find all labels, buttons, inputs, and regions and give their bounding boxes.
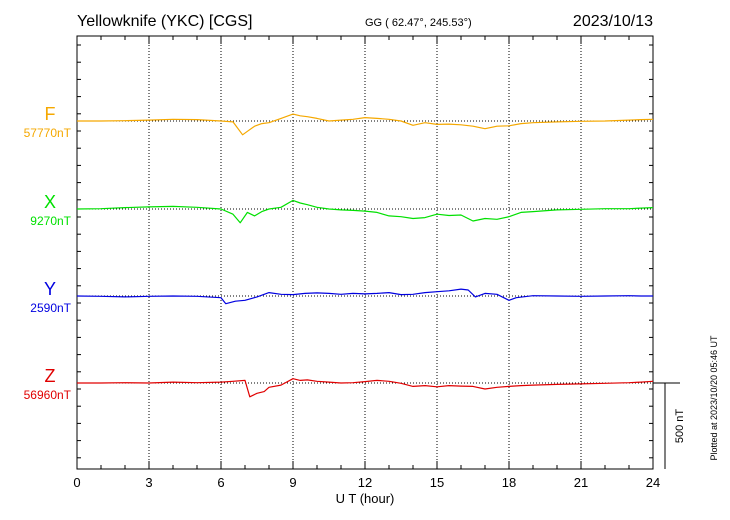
x-tick-label-18: 18	[502, 475, 516, 490]
coordinates-label: GG ( 62.47°, 245.53°)	[365, 17, 472, 29]
series-line-Y	[76, 288, 653, 305]
series-name-Z: Z	[45, 366, 56, 386]
x-tick-label-15: 15	[430, 475, 444, 490]
scale-bar: 500 nT	[653, 382, 686, 469]
grid-lines	[148, 36, 582, 469]
axis-ticks	[76, 36, 654, 469]
series-labels: F 57770nT X 9270nT Y 2590nT Z 56960nT	[24, 104, 72, 402]
x-tick-label-3: 3	[145, 475, 152, 490]
series-line-Z	[77, 378, 654, 398]
series-baseline-Z: 56960nT	[24, 388, 72, 402]
series-name-F: F	[45, 104, 56, 124]
series-baseline-F: 57770nT	[24, 126, 72, 140]
date-label: 2023/10/13	[573, 13, 653, 30]
x-tick-label-6: 6	[217, 475, 224, 490]
series-lines	[76, 113, 654, 398]
x-tick-label-12: 12	[358, 475, 372, 490]
series-line-F	[77, 113, 654, 136]
series-name-X: X	[44, 192, 56, 212]
x-tick-label-21: 21	[574, 475, 588, 490]
station-title: Yellowknife (YKC) [CGS]	[77, 13, 252, 30]
x-tick-labels: 0 3 6 9 12 15 18 21 24	[73, 475, 660, 490]
scale-bar-label: 500 nT	[674, 409, 686, 444]
series-baseline-Y: 2590nT	[30, 301, 71, 315]
x-tick-label-0: 0	[73, 475, 80, 490]
series-baseline-X: 9270nT	[30, 214, 71, 228]
x-tick-label-9: 9	[289, 475, 296, 490]
series-line-X	[76, 199, 654, 224]
series-name-Y: Y	[44, 279, 56, 299]
x-tick-label-24: 24	[646, 475, 660, 490]
plotted-at-note: Plotted at 2023/10/20 05:46 UT	[709, 335, 719, 461]
x-axis-label: U T (hour)	[336, 491, 395, 506]
